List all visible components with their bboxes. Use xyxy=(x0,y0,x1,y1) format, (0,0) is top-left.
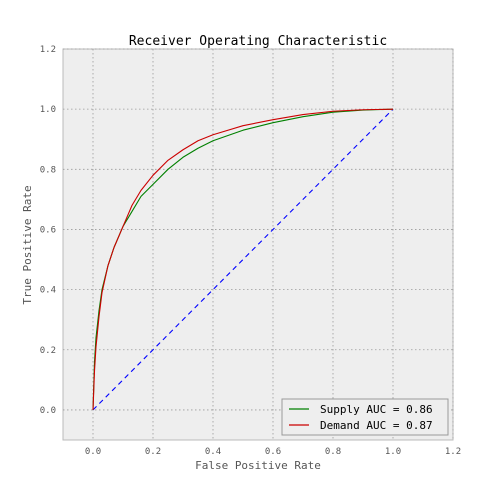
y-tick-label: 1.0 xyxy=(40,105,56,115)
y-tick-label: 0.8 xyxy=(40,165,56,175)
chance-diagonal-line xyxy=(92,108,394,411)
x-tick-label: 0.4 xyxy=(205,447,221,457)
y-tick-label: 0.4 xyxy=(40,286,56,296)
x-tick-label: 0.2 xyxy=(145,447,161,457)
x-tick-label: 0.8 xyxy=(325,447,341,457)
x-axis-label: False Positive Rate xyxy=(195,459,321,472)
y-axis-ticks: 0.0 0.2 0.4 0.6 0.8 1.0 1.2 xyxy=(40,45,56,416)
series-line-demand xyxy=(92,108,394,410)
y-tick-label: 0.2 xyxy=(40,346,56,356)
x-tick-label: 1.0 xyxy=(385,447,401,457)
y-tick-label: 0.0 xyxy=(40,406,56,416)
x-tick-label: 0.0 xyxy=(85,447,101,457)
x-tick-label: 1.2 xyxy=(445,447,461,457)
x-axis-ticks: 0.0 0.2 0.4 0.6 0.8 1.0 1.2 xyxy=(85,447,461,457)
legend-label-demand: Demand AUC = 0.87 xyxy=(320,419,433,432)
y-tick-label: 0.6 xyxy=(40,225,56,235)
series-line-supply xyxy=(92,108,394,410)
legend-box xyxy=(281,398,449,436)
legend: Supply AUC = 0.86 Demand AUC = 0.87 xyxy=(281,398,449,436)
y-axis-label: True Positive Rate xyxy=(21,185,34,304)
legend-label-supply: Supply AUC = 0.86 xyxy=(320,403,433,416)
y-tick-label: 1.2 xyxy=(40,45,56,55)
x-tick-label: 0.6 xyxy=(265,447,281,457)
grid xyxy=(63,48,454,440)
series-group xyxy=(92,108,394,411)
chart-title: Receiver Operating Characteristic xyxy=(129,34,387,49)
